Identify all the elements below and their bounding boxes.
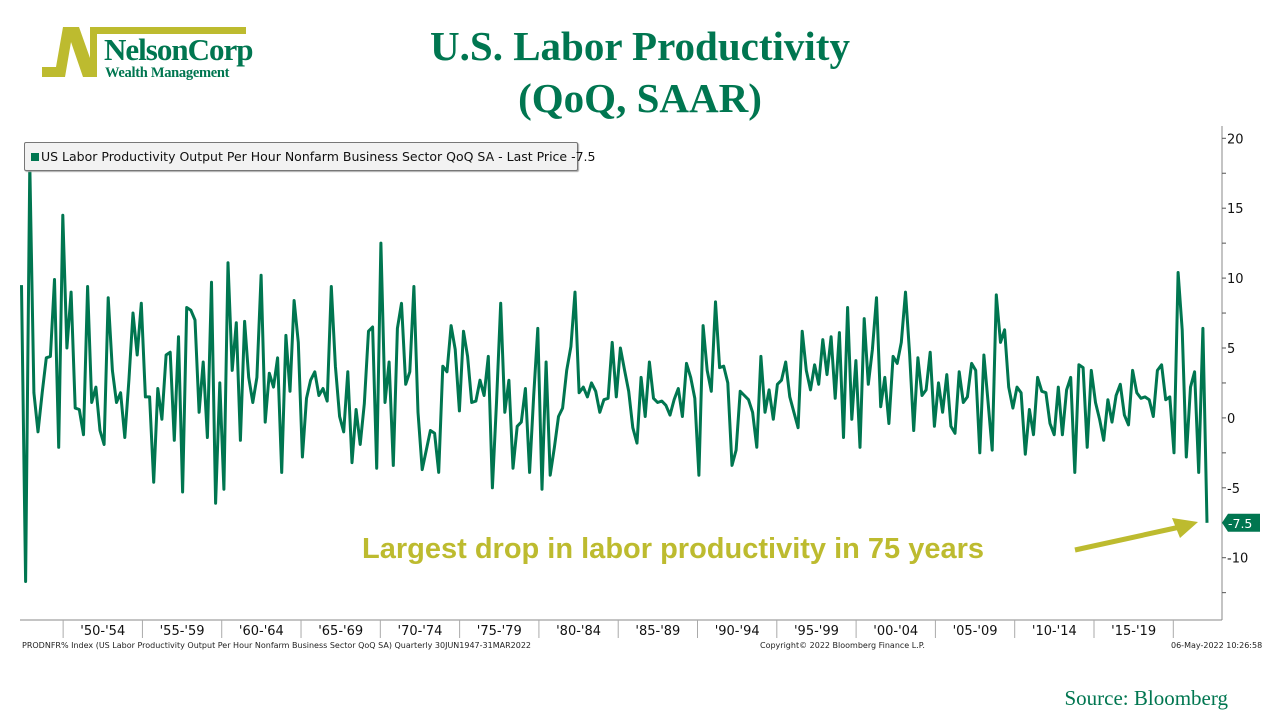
x-tick-label: '95-'99	[794, 624, 839, 639]
x-tick-label: '75-'79	[477, 624, 522, 639]
x-tick-label: '50-'54	[80, 624, 125, 639]
axes: 20 15 10 5 0 -5 -10 '50-'54 '55-'59 '60-'64 '65-'6…	[20, 126, 1248, 639]
annotation-arrow	[1074, 518, 1198, 553]
footer-timestamp: 06-May-2022 10:26:58	[1171, 641, 1263, 650]
x-tick-label: '90-'94	[715, 624, 760, 639]
x-tick-label: '65-'69	[318, 624, 363, 639]
x-tick-label: '60-'64	[239, 624, 284, 639]
x-tick-label: '10-'14	[1032, 624, 1077, 639]
x-tick-label: '05-'09	[953, 624, 998, 639]
x-tick-label: '15-'19	[1111, 624, 1156, 639]
annotation-text: Largest drop in labor productivity in 75…	[362, 533, 985, 565]
chart-legend: US Labor Productivity Output Per Hour No…	[24, 142, 595, 171]
x-tick-label: '70-'74	[398, 624, 443, 639]
x-tick-label: '55-'59	[160, 624, 205, 639]
x-tick-label: '00-'04	[873, 624, 918, 639]
x-tick-label: '85-'89	[635, 624, 680, 639]
last-value-tag: -7.5	[1222, 513, 1260, 532]
footer-index-info: PRODNFR% Index (US Labor Productivity Ou…	[22, 641, 531, 650]
legend-label: US Labor Productivity Output Per Hour No…	[41, 149, 596, 164]
chart-subtitle: (QoQ, SAAR)	[518, 75, 762, 121]
y-tick-label: 5	[1227, 342, 1235, 357]
y-tick-label: 20	[1227, 132, 1244, 147]
logo-n-mark	[42, 27, 246, 77]
y-tick-label: 10	[1227, 272, 1244, 287]
y-tick-label: 15	[1227, 202, 1244, 217]
series-line	[20, 163, 1209, 583]
y-tick-label: -5	[1227, 482, 1240, 497]
legend-swatch	[31, 153, 39, 161]
logo-subtitle: Wealth Management	[105, 65, 230, 81]
nelsoncorp-logo	[42, 27, 246, 77]
last-value-label: -7.5	[1228, 516, 1252, 531]
x-tick-label: '80-'84	[556, 624, 601, 639]
chart-title: U.S. Labor Productivity	[430, 23, 850, 69]
footer-copyright: Copyright© 2022 Bloomberg Finance L.P.	[760, 641, 925, 650]
logo-name: NelsonCorp	[104, 32, 253, 67]
last-value-tag-bg	[1222, 513, 1260, 532]
y-tick-label: -10	[1227, 552, 1248, 567]
source-label: Source: Bloomberg	[1064, 686, 1228, 710]
y-tick-label: 0	[1227, 412, 1235, 427]
